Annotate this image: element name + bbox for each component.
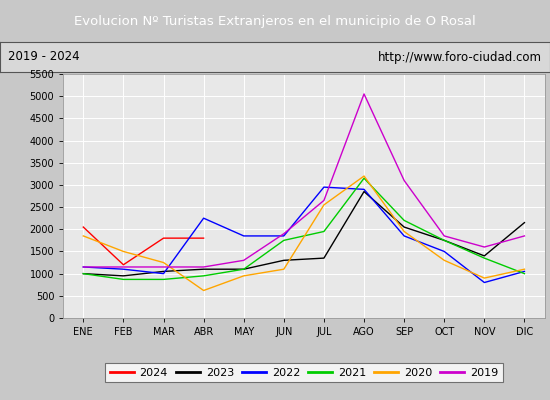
Legend: 2024, 2023, 2022, 2021, 2020, 2019: 2024, 2023, 2022, 2021, 2020, 2019 <box>105 363 503 382</box>
Text: 2019 - 2024: 2019 - 2024 <box>8 50 80 64</box>
Text: Evolucion Nº Turistas Extranjeros en el municipio de O Rosal: Evolucion Nº Turistas Extranjeros en el … <box>74 14 476 28</box>
Text: http://www.foro-ciudad.com: http://www.foro-ciudad.com <box>378 50 542 64</box>
